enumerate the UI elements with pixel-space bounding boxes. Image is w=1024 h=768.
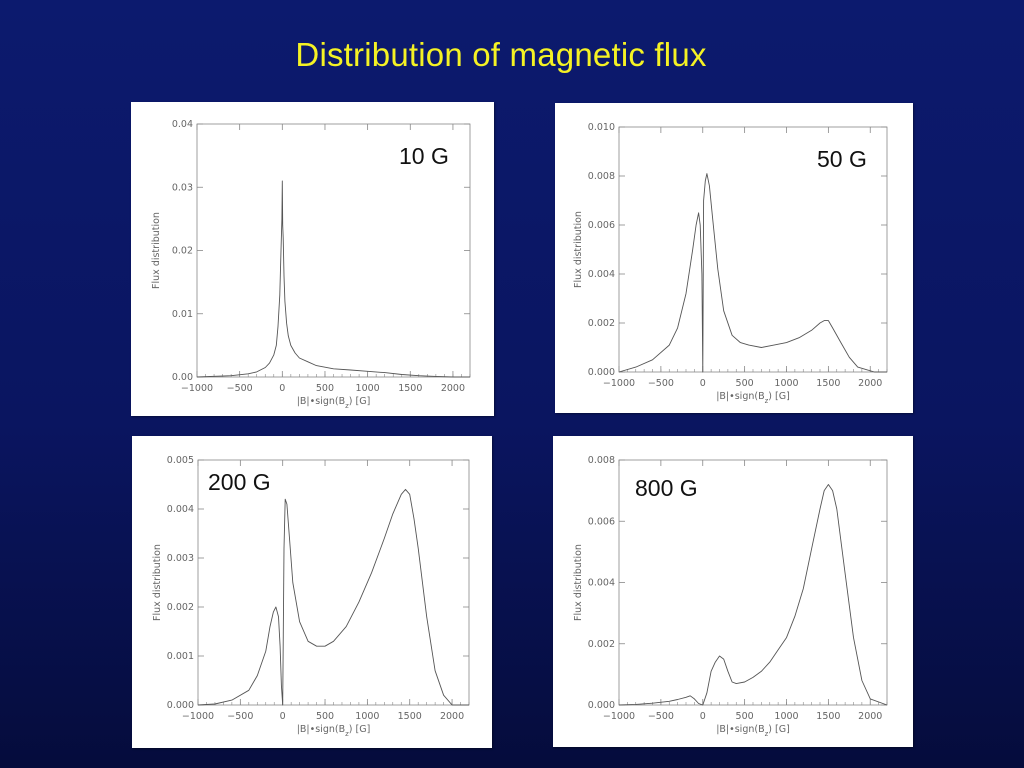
x-tick-label: −500 [648,378,674,389]
x-tick-label: 500 [316,711,334,722]
x-tick-label: 0 [700,378,706,389]
chart-panel-50g: −1000 −500 0 500 1000 1500 2000 0.000 0.002 0.004… [555,103,913,413]
chart-svg: −1000 −500 0 500 1000 1500 2000 0.000 0.002 0.004… [573,455,888,738]
x-tick-label: 1000 [356,383,380,394]
y-tick-label: 0.005 [167,455,194,466]
series-line [197,488,469,706]
y-tick-label: 0.010 [588,122,615,133]
x-tick-label: 2000 [440,711,464,722]
y-tick-label: 0.004 [588,269,615,280]
x-tick-label: 2000 [858,378,882,389]
y-axis-label: Flux distribution [151,212,162,289]
y-tick-label: 0.02 [172,246,193,257]
series-line [196,180,470,378]
x-tick-label: 2000 [858,711,882,722]
series-line [618,484,888,706]
x-tick-label: 0 [280,711,286,722]
y-tick-label: 0.000 [588,367,615,378]
y-tick-label: 0.006 [588,516,615,527]
y-tick-label: 0.004 [588,578,615,589]
x-tick-label: 500 [316,383,334,394]
x-tick-label: 1500 [398,711,422,722]
x-tick-label: 1000 [774,711,798,722]
y-tick-label: 0.008 [588,171,615,182]
x-axis-label: |B|•sign(Bz) [G] [716,724,790,738]
x-tick-label: 500 [736,378,754,389]
chart-svg: −1000 −500 0 500 1000 1500 2000 0.000 0.002 0.004… [573,122,888,405]
y-tick-label: 0.002 [167,602,194,613]
chart-svg: −1000 −500 0 500 1000 1500 2000 0.000 0.001 0.002… [152,455,470,738]
x-tick-label: 500 [736,711,754,722]
x-tick-label: −500 [227,711,253,722]
x-tick-label: 1500 [816,378,840,389]
x-tick-label: −1000 [181,383,213,394]
y-tick-label: 0.03 [172,182,193,193]
field-strength-label: 200 G [208,469,271,495]
x-tick-label: 1500 [398,383,422,394]
x-axis-label: |B|•sign(Bz) [G] [297,724,371,738]
y-axis-label: Flux distribution [573,544,584,621]
y-tick-label: 0.003 [167,553,194,564]
x-tick-label: 1500 [816,711,840,722]
chart-panel-10g: −1000 −500 0 500 1000 1500 2000 0.00 0.01 0.02 0.0… [131,102,494,416]
y-tick-label: 0.01 [172,309,193,320]
x-tick-label: 0 [279,383,285,394]
y-axis-label: Flux distribution [152,544,163,621]
field-strength-label: 10 G [399,143,449,169]
chart-panel-800g: −1000 −500 0 500 1000 1500 2000 0.000 0.002 0.004… [553,436,913,747]
y-tick-label: 0.006 [588,220,615,231]
field-strength-label: 800 G [635,475,698,501]
x-tick-label: 0 [700,711,706,722]
x-axis-label: |B|•sign(Bz) [G] [297,396,371,410]
y-tick-label: 0.008 [588,455,615,466]
x-tick-label: −1000 [603,711,635,722]
y-tick-label: 0.001 [167,651,194,662]
x-tick-label: 1000 [355,711,379,722]
x-tick-label: 1000 [774,378,798,389]
x-tick-label: −1000 [182,711,214,722]
y-tick-label: 0.002 [588,318,615,329]
chart-svg: −1000 −500 0 500 1000 1500 2000 0.00 0.01 0.02 0.0… [151,119,471,410]
y-tick-label: 0.04 [172,119,193,130]
field-strength-label: 50 G [817,146,867,172]
x-axis-label: |B|•sign(Bz) [G] [716,391,790,405]
x-tick-label: −500 [648,711,674,722]
y-tick-label: 0.002 [588,639,615,650]
y-tick-label: 0.00 [172,372,193,383]
slide-title: Distribution of magnetic flux [295,36,707,73]
y-tick-label: 0.000 [588,700,615,711]
x-tick-label: −500 [227,383,253,394]
plot-frame [197,459,470,706]
chart-panel-200g: −1000 −500 0 500 1000 1500 2000 0.000 0.001 0.002… [132,436,492,748]
y-tick-label: 0.004 [167,504,194,515]
x-tick-label: 2000 [441,383,465,394]
series-line [618,173,887,373]
y-axis-label: Flux distribution [573,211,584,288]
y-tick-label: 0.000 [167,700,194,711]
x-tick-label: −1000 [603,378,635,389]
